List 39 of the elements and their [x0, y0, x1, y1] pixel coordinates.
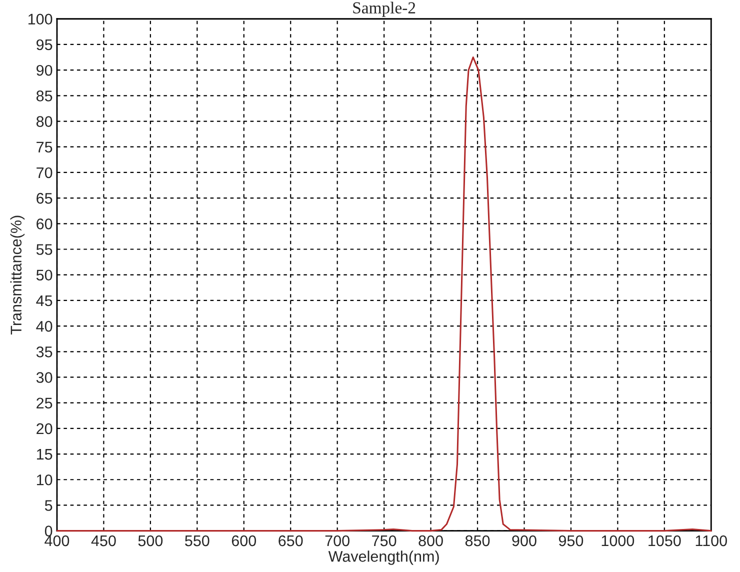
y-tick-label: 25	[36, 398, 52, 409]
x-tick-label: 400	[44, 535, 70, 546]
x-tick-label: 900	[512, 535, 536, 546]
x-tick-label: 700	[325, 535, 350, 546]
y-tick-label: 10	[36, 474, 52, 486]
y-tick-label: 5	[44, 500, 52, 511]
x-tick-label: 1050	[648, 535, 681, 546]
x-axis-title: Wavelength(nm)	[328, 550, 439, 565]
x-tick-label: 950	[558, 535, 584, 546]
y-tick-label: 35	[36, 346, 52, 358]
y-tick-label: 60	[36, 218, 52, 230]
y-axis-title: Transmittance(%)	[10, 216, 25, 334]
x-tick-label: 650	[278, 535, 303, 546]
y-tick-label: 45	[36, 295, 52, 306]
y-tick-label: 85	[36, 90, 52, 102]
y-tick-label: 55	[36, 244, 52, 255]
y-tick-label: 0	[44, 526, 52, 536]
y-tick-label: 30	[36, 372, 52, 383]
chart-title: Sample-2	[353, 2, 416, 17]
x-tick-label: 550	[185, 535, 210, 546]
x-tick-label: 500	[138, 535, 163, 546]
x-tick-label: 600	[232, 535, 256, 546]
x-tick-label: 750	[372, 535, 396, 546]
y-tick-label: 100	[28, 14, 52, 25]
x-tick-label: 800	[418, 535, 443, 546]
y-tick-label: 80	[36, 116, 52, 127]
x-tick-label: 1000	[602, 535, 634, 546]
y-tick-label: 75	[36, 142, 52, 153]
x-tick-label: 850	[465, 535, 490, 546]
x-tick-label: 450	[91, 535, 116, 546]
y-tick-label: 15	[36, 449, 52, 460]
y-tick-label: 50	[36, 270, 52, 281]
y-tick-label: 40	[36, 320, 52, 332]
y-tick-label: 70	[36, 167, 52, 178]
y-tick-label: 90	[36, 64, 52, 76]
y-tick-label: 20	[36, 423, 52, 434]
y-tick-label: 95	[36, 39, 52, 50]
y-tick-label: 65	[36, 192, 52, 204]
x-tick-label: 1100	[696, 535, 727, 546]
